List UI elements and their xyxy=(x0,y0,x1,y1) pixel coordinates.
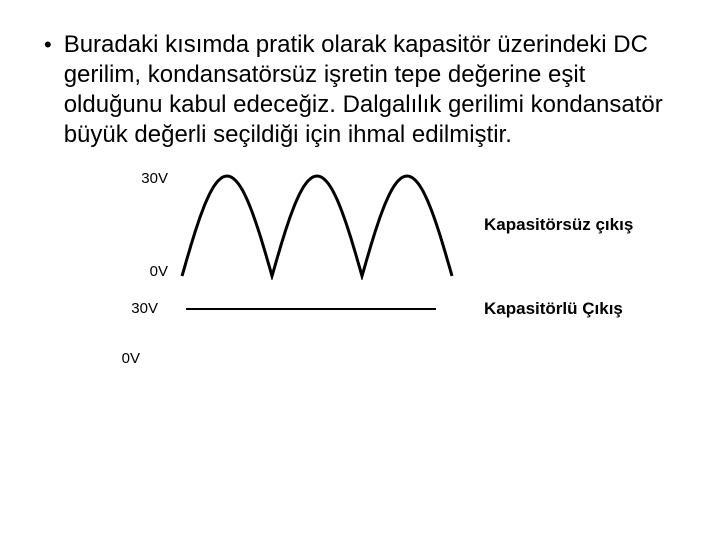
wave-axis-column: 30V 0V xyxy=(40,170,180,280)
waveform-row: 30V 0V Kapasitörsüz çıkış xyxy=(40,170,680,280)
flat-line xyxy=(186,308,436,310)
flat-description: Kapasitörlü Çıkış xyxy=(484,299,623,318)
flat-bottom-axis-label-wrap: 0V xyxy=(40,350,180,368)
rectified-sine-path xyxy=(182,176,452,276)
diagram-area: 30V 0V Kapasitörsüz çıkış 30V Kapasitörl… xyxy=(40,170,680,368)
wave-bottom-axis-label: 0V xyxy=(150,263,168,280)
wave-plot xyxy=(180,170,460,280)
body-text: Buradaki kısımda pratik olarak kapasitör… xyxy=(64,30,680,150)
flat-desc-column: Kapasitörlü Çıkış xyxy=(460,299,680,319)
flat-top-axis-label-wrap: 30V xyxy=(40,300,180,318)
bullet-paragraph: • Buradaki kısımda pratik olarak kapasit… xyxy=(40,30,680,150)
wave-description: Kapasitörsüz çıkış xyxy=(484,215,633,234)
rectified-sine-svg xyxy=(180,170,460,280)
flat-bottom-axis-label: 0V xyxy=(122,350,140,367)
bullet-dot: • xyxy=(44,30,52,60)
flatline-row: 30V Kapasitörlü Çıkış xyxy=(40,294,680,324)
flat-bottom-row: 0V xyxy=(40,350,680,368)
flat-plot xyxy=(180,294,460,324)
flat-top-axis-label: 30V xyxy=(131,300,158,317)
wave-top-axis-label: 30V xyxy=(141,170,168,187)
wave-desc-column: Kapasitörsüz çıkış xyxy=(460,215,680,235)
